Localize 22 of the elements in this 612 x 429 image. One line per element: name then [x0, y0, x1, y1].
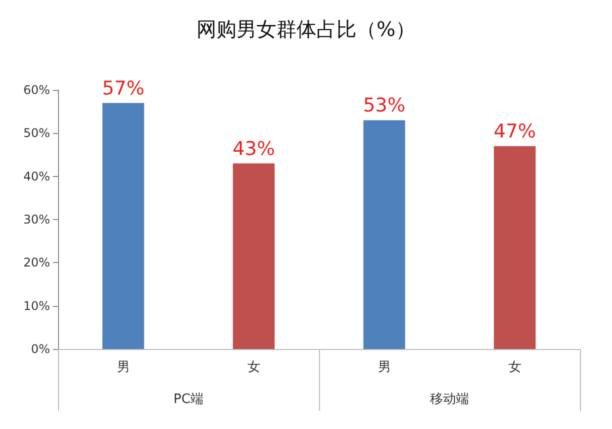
- y-tick-label: 10%: [23, 298, 50, 313]
- bar: [232, 163, 275, 349]
- data-label: 57%: [102, 77, 144, 100]
- data-label: 47%: [494, 120, 536, 143]
- series-label: 女: [247, 360, 260, 375]
- series-label: 男: [116, 360, 130, 375]
- y-tick-label: 50%: [23, 126, 50, 140]
- bar: [363, 120, 406, 349]
- text: 女: [508, 360, 522, 375]
- y-tick-label: 30%: [23, 212, 50, 226]
- bar: [494, 146, 536, 349]
- bar: [102, 102, 144, 349]
- y-tick-label: 20%: [23, 256, 50, 270]
- y-tick-label: 40%: [23, 169, 50, 184]
- x-tick-label: PC端: [174, 392, 204, 407]
- data-label: 53%: [363, 94, 406, 117]
- text: 男: [378, 360, 391, 375]
- y-tick-label: 0%: [30, 342, 50, 356]
- x-tick-label: 移动端: [430, 392, 469, 407]
- chart-title: 网购男女群体占比（%）: [196, 17, 416, 41]
- y-tick-label: 60%: [23, 83, 50, 97]
- data-label: 43%: [232, 138, 275, 160]
